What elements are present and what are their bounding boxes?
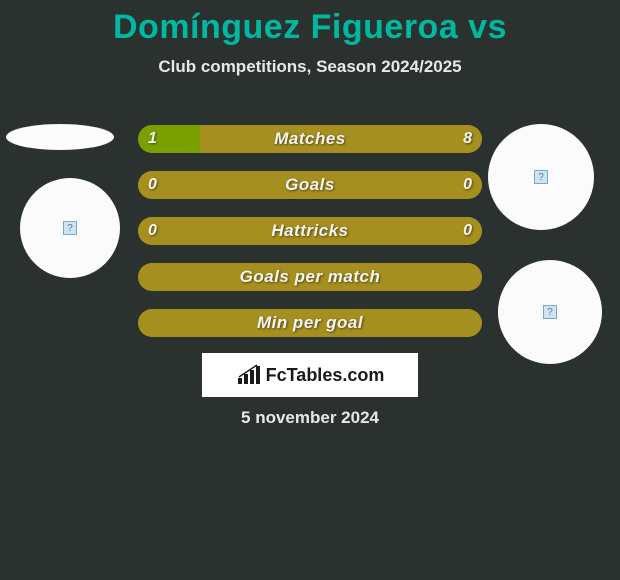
stats-bars: Matches18Goals00Hattricks00Goals per mat… bbox=[138, 125, 482, 355]
stat-row: Matches1 8 bbox=[138, 125, 482, 153]
stat-label: Goals per match bbox=[138, 263, 482, 291]
stat-value-left: 0 bbox=[148, 171, 157, 199]
stat-label: Hattricks bbox=[138, 217, 482, 245]
avatar-bottom-right: ? bbox=[498, 260, 602, 364]
page-subtitle: Club competitions, Season 2024/2025 bbox=[0, 57, 620, 77]
stat-value-right: 0 bbox=[463, 217, 472, 245]
stat-value-right: 0 bbox=[463, 171, 472, 199]
stat-label: Goals bbox=[138, 171, 482, 199]
avatar-top-right: ? bbox=[488, 124, 594, 230]
stat-value-right: 8 bbox=[463, 125, 472, 153]
brand-text: FcTables.com bbox=[266, 365, 385, 386]
avatar-left: ? bbox=[20, 178, 120, 278]
brand-box: FcTables.com bbox=[202, 353, 418, 397]
placeholder-icon: ? bbox=[534, 170, 548, 184]
stat-row: Hattricks0 0 bbox=[138, 217, 482, 245]
stat-label: Matches bbox=[138, 125, 482, 153]
placeholder-icon: ? bbox=[63, 221, 77, 235]
stat-row: Goals0 0 bbox=[138, 171, 482, 199]
page-title: Domínguez Figueroa vs bbox=[0, 0, 620, 47]
stat-row: Min per goal bbox=[138, 309, 482, 337]
stat-row: Goals per match bbox=[138, 263, 482, 291]
stat-label: Min per goal bbox=[138, 309, 482, 337]
ellipse-top-left bbox=[6, 124, 114, 150]
brand-bars-icon bbox=[236, 364, 262, 386]
stat-value-left: 1 bbox=[148, 125, 157, 153]
placeholder-icon: ? bbox=[543, 305, 557, 319]
date-text: 5 november 2024 bbox=[0, 408, 620, 428]
stat-value-left: 0 bbox=[148, 217, 157, 245]
